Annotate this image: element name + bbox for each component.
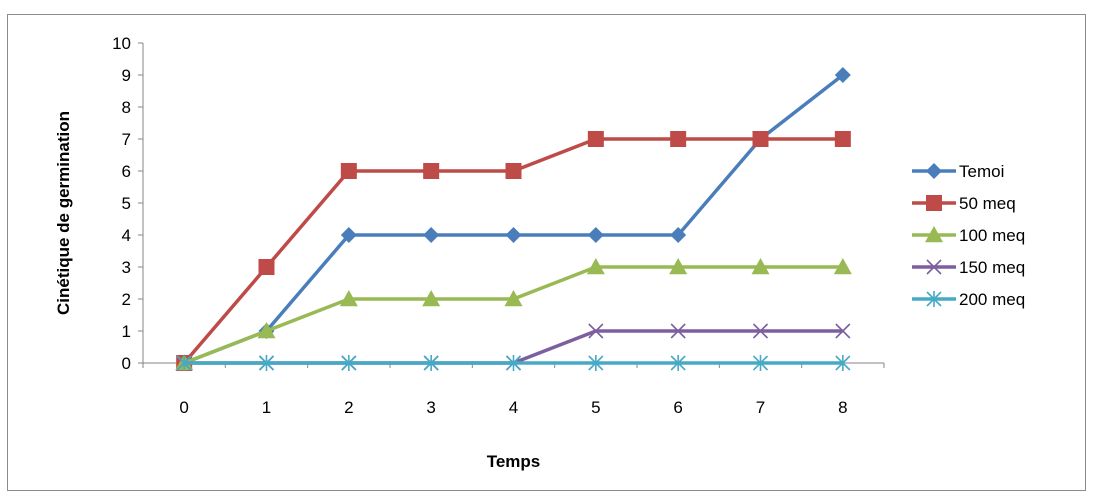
x-tick-label: 3 bbox=[426, 398, 435, 417]
y-tick-label: 3 bbox=[122, 258, 131, 277]
data-point bbox=[586, 258, 605, 275]
data-point bbox=[587, 227, 604, 243]
legend-item: 200 meq bbox=[912, 290, 1025, 309]
data-point bbox=[670, 355, 686, 371]
x-tick-label: 7 bbox=[756, 398, 765, 417]
legend-label: 50 meq bbox=[959, 194, 1016, 213]
legend-label: Temoi bbox=[959, 162, 1004, 181]
x-axis-title: Temps bbox=[487, 452, 541, 471]
data-point bbox=[422, 290, 441, 307]
legend: Temoi 50 meq 100 meq 150 meq 200 meq bbox=[912, 162, 1025, 309]
legend-item: Temoi bbox=[912, 162, 1004, 181]
y-tick-label: 2 bbox=[122, 290, 131, 309]
y-tick-label: 9 bbox=[122, 66, 131, 85]
data-point bbox=[835, 355, 851, 371]
data-point bbox=[752, 355, 769, 371]
legend-label: 150 meq bbox=[959, 258, 1025, 277]
legend-label: 200 meq bbox=[959, 290, 1025, 309]
data-point bbox=[752, 323, 769, 339]
y-tick-label: 6 bbox=[122, 162, 131, 181]
data-point bbox=[835, 323, 851, 339]
data-point bbox=[588, 355, 604, 371]
x-tick-label: 5 bbox=[591, 398, 600, 417]
series-lines bbox=[175, 67, 852, 371]
x-tick-label: 8 bbox=[838, 398, 847, 417]
x-tick-label: 0 bbox=[179, 398, 188, 417]
y-tick-label: 8 bbox=[122, 98, 131, 117]
series-200-meq bbox=[176, 355, 851, 371]
data-point bbox=[504, 290, 523, 307]
data-point bbox=[834, 67, 851, 83]
data-point bbox=[505, 163, 522, 179]
y-tick-label: 10 bbox=[112, 34, 131, 53]
data-point bbox=[670, 227, 687, 243]
x-tick-label: 2 bbox=[344, 398, 353, 417]
axes: 0 1 2 3 4 5 6 7 8 9 10 0 1 2 3 4 5 6 7 8 bbox=[112, 34, 885, 417]
data-point bbox=[339, 290, 358, 307]
legend-item: 150 meq bbox=[912, 258, 1025, 277]
data-point bbox=[670, 323, 686, 339]
data-point bbox=[833, 258, 852, 275]
y-tick-label: 7 bbox=[122, 130, 131, 149]
data-point bbox=[258, 355, 275, 371]
data-point bbox=[340, 227, 357, 243]
x-tick-label: 1 bbox=[262, 398, 271, 417]
legend-label: 100 meq bbox=[959, 226, 1025, 245]
x-tick-label: 6 bbox=[673, 398, 682, 417]
legend-marker bbox=[925, 226, 943, 243]
legend-item: 100 meq bbox=[912, 226, 1025, 245]
data-point bbox=[258, 259, 275, 275]
data-point bbox=[669, 258, 688, 275]
data-point bbox=[587, 131, 604, 147]
y-tick-label: 1 bbox=[122, 322, 131, 341]
data-point bbox=[423, 227, 440, 243]
data-point bbox=[505, 355, 522, 371]
data-point bbox=[834, 131, 851, 147]
data-point bbox=[670, 131, 687, 147]
data-point bbox=[257, 322, 276, 339]
data-point bbox=[340, 163, 357, 179]
legend-marker bbox=[926, 163, 942, 179]
y-axis-title: Cinétique de germination bbox=[54, 111, 73, 315]
data-point bbox=[751, 258, 770, 275]
x-tick-label: 4 bbox=[509, 398, 518, 417]
legend-marker bbox=[926, 291, 942, 307]
legend-item: 50 meq bbox=[912, 194, 1016, 213]
data-point bbox=[423, 355, 439, 371]
data-point bbox=[176, 355, 192, 371]
y-tick-label: 5 bbox=[122, 194, 131, 213]
legend-marker bbox=[926, 195, 942, 211]
data-point bbox=[505, 227, 522, 243]
chart-border bbox=[7, 14, 1086, 491]
y-tick-label: 4 bbox=[122, 226, 131, 245]
data-point bbox=[588, 323, 604, 339]
data-point bbox=[752, 131, 769, 147]
data-point bbox=[341, 355, 357, 371]
y-tick-label: 0 bbox=[122, 354, 131, 373]
data-point bbox=[423, 163, 440, 179]
legend-marker bbox=[926, 259, 942, 275]
